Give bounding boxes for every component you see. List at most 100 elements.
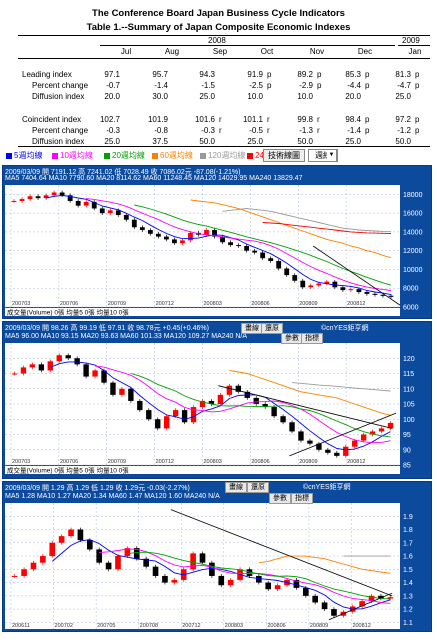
candle[interactable] <box>308 285 314 288</box>
chart-tool-button[interactable]: 指標 <box>291 493 313 504</box>
candle[interactable] <box>246 569 253 576</box>
candle[interactable] <box>226 385 233 395</box>
candle[interactable] <box>131 219 137 228</box>
candle[interactable] <box>208 400 215 404</box>
candle[interactable] <box>348 289 354 291</box>
candle[interactable] <box>298 431 304 441</box>
chart-tool-button[interactable]: 畫線 <box>225 482 247 493</box>
candle[interactable] <box>128 388 134 401</box>
candle[interactable] <box>96 549 103 563</box>
candle[interactable] <box>65 355 71 359</box>
candle[interactable] <box>172 410 179 417</box>
legend-entry[interactable]: 20週均線 <box>112 151 145 160</box>
candle[interactable] <box>260 252 266 259</box>
chart-tool-button[interactable]: 參數 <box>269 493 291 504</box>
candle[interactable] <box>77 529 84 541</box>
legend-entry[interactable]: 120週均線 <box>208 151 246 160</box>
candle[interactable] <box>300 280 306 288</box>
candle[interactable] <box>124 548 131 557</box>
tech-chart-button[interactable]: 技術線圖 <box>263 149 305 162</box>
candle[interactable] <box>228 242 233 246</box>
chart-tool-button[interactable]: 還原 <box>261 323 283 334</box>
candle[interactable] <box>340 287 346 291</box>
candle[interactable] <box>56 355 62 362</box>
candle[interactable] <box>83 201 89 206</box>
candle[interactable] <box>11 575 18 577</box>
candle[interactable] <box>137 400 143 411</box>
candle[interactable] <box>21 569 27 576</box>
candle[interactable] <box>180 240 185 244</box>
chart-tool-button[interactable]: 指標 <box>301 333 323 344</box>
candle[interactable] <box>27 196 33 200</box>
candle[interactable] <box>316 283 322 286</box>
candle[interactable] <box>164 236 169 240</box>
candle[interactable] <box>253 397 259 404</box>
candle[interactable] <box>368 595 375 602</box>
candle[interactable] <box>372 293 378 295</box>
candle[interactable] <box>324 281 330 284</box>
candle[interactable] <box>235 385 241 392</box>
candle[interactable] <box>204 230 209 235</box>
candle[interactable] <box>325 449 331 453</box>
candle[interactable] <box>209 562 215 576</box>
candle[interactable] <box>74 358 80 365</box>
candle[interactable] <box>378 428 385 432</box>
candle[interactable] <box>369 431 376 435</box>
candle[interactable] <box>289 422 295 432</box>
candle[interactable] <box>332 281 338 288</box>
candle[interactable] <box>181 410 188 423</box>
chevron-down-icon[interactable]: ▼ <box>327 149 337 162</box>
candle[interactable] <box>199 400 206 408</box>
candle[interactable] <box>171 579 178 583</box>
candle[interactable] <box>284 268 290 276</box>
candle[interactable] <box>162 575 168 583</box>
candle[interactable] <box>262 404 268 408</box>
candle[interactable] <box>119 388 125 395</box>
candle[interactable] <box>388 295 394 297</box>
candle[interactable] <box>352 440 358 447</box>
candle[interactable] <box>188 232 193 241</box>
candle[interactable] <box>47 361 53 371</box>
candle[interactable] <box>359 601 365 607</box>
candle[interactable] <box>268 258 274 262</box>
candle[interactable] <box>92 370 98 377</box>
candle[interactable] <box>271 407 277 417</box>
candle[interactable] <box>380 294 386 296</box>
candle[interactable] <box>152 566 159 576</box>
candle[interactable] <box>19 199 25 201</box>
candle[interactable] <box>143 558 149 567</box>
candle[interactable] <box>190 553 196 570</box>
candle[interactable] <box>312 595 318 603</box>
candle[interactable] <box>107 210 113 214</box>
candle[interactable] <box>99 208 105 214</box>
candle[interactable] <box>212 230 217 237</box>
candle[interactable] <box>236 245 241 247</box>
candle[interactable] <box>265 582 272 590</box>
candle[interactable] <box>68 529 74 537</box>
candle[interactable] <box>331 609 337 616</box>
candle[interactable] <box>58 536 65 543</box>
candle[interactable] <box>110 382 116 395</box>
candle[interactable] <box>164 416 170 429</box>
candle[interactable] <box>356 289 362 292</box>
candle[interactable] <box>30 562 37 570</box>
candle[interactable] <box>59 192 65 196</box>
candle[interactable] <box>218 575 225 586</box>
candle[interactable] <box>155 233 161 237</box>
price-chart[interactable]: 6000 8000 10000 12000 14000 16000 18000 200703 2… <box>3 166 433 320</box>
candle[interactable] <box>316 443 322 450</box>
chart-tool-button[interactable]: 畫線 <box>241 323 263 334</box>
candle[interactable] <box>360 434 367 441</box>
candle[interactable] <box>91 201 97 209</box>
candle[interactable] <box>49 542 56 557</box>
candle[interactable] <box>227 579 234 586</box>
candle[interactable] <box>190 407 197 423</box>
candle[interactable] <box>105 562 112 570</box>
candle[interactable] <box>217 394 224 404</box>
candle[interactable] <box>75 200 81 206</box>
candle[interactable] <box>11 200 17 202</box>
candle[interactable] <box>87 540 93 550</box>
candle[interactable] <box>378 595 384 599</box>
candle[interactable] <box>20 367 27 374</box>
candle[interactable] <box>101 370 107 383</box>
